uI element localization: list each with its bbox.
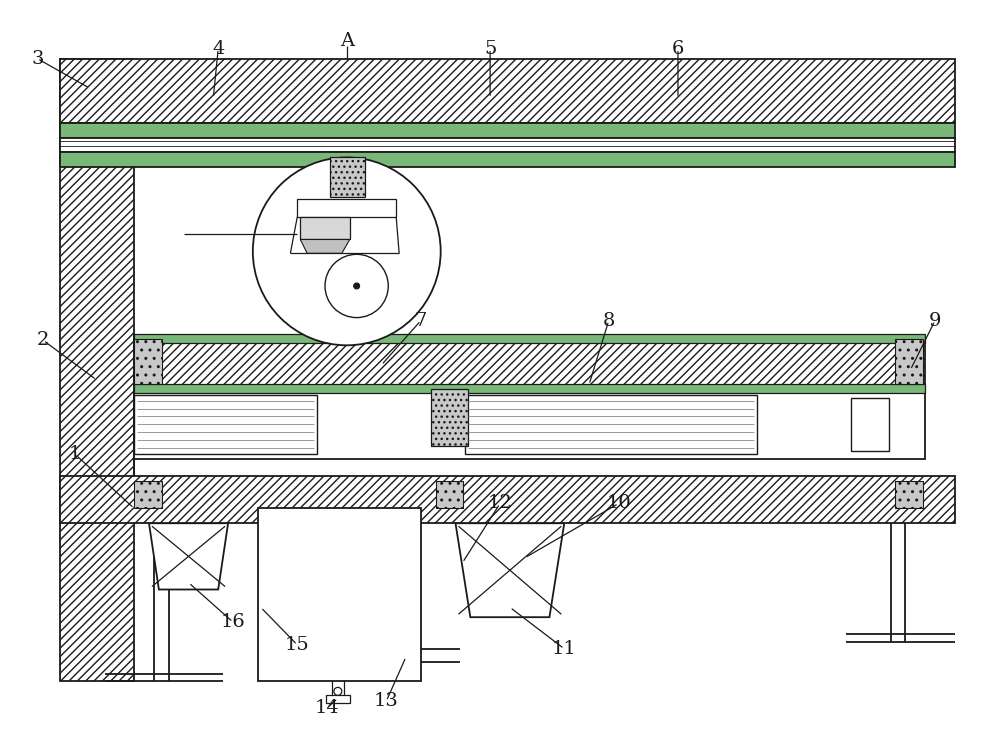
Polygon shape bbox=[456, 523, 564, 617]
Text: 6: 6 bbox=[672, 40, 684, 58]
Text: 16: 16 bbox=[221, 613, 245, 631]
Text: 11: 11 bbox=[552, 640, 577, 658]
Bar bbox=[436, 481, 463, 508]
Bar bbox=[134, 390, 925, 459]
Bar bbox=[60, 138, 955, 152]
Circle shape bbox=[334, 687, 342, 696]
Text: 12: 12 bbox=[488, 494, 512, 513]
Polygon shape bbox=[149, 523, 228, 590]
Polygon shape bbox=[300, 240, 350, 253]
Bar bbox=[297, 199, 396, 217]
Bar bbox=[60, 58, 134, 682]
Bar bbox=[134, 481, 162, 508]
Bar bbox=[332, 679, 344, 699]
Bar bbox=[330, 158, 365, 197]
Bar bbox=[895, 340, 923, 384]
Circle shape bbox=[354, 283, 360, 289]
Bar bbox=[300, 217, 350, 240]
Text: 9: 9 bbox=[929, 312, 941, 329]
Bar bbox=[60, 123, 955, 138]
Bar bbox=[465, 394, 757, 454]
Bar bbox=[134, 340, 162, 384]
Text: 5: 5 bbox=[484, 40, 496, 58]
Bar bbox=[60, 476, 955, 523]
Circle shape bbox=[325, 255, 388, 317]
Bar bbox=[134, 343, 925, 385]
Text: 8: 8 bbox=[603, 312, 615, 329]
Bar bbox=[134, 394, 317, 454]
Bar bbox=[431, 388, 468, 446]
Text: 4: 4 bbox=[212, 40, 224, 58]
Bar bbox=[134, 334, 925, 343]
Text: 7: 7 bbox=[415, 312, 427, 329]
Bar bbox=[134, 384, 925, 393]
Text: 15: 15 bbox=[285, 636, 310, 654]
Text: 10: 10 bbox=[606, 494, 631, 513]
Bar bbox=[326, 696, 350, 703]
Text: A: A bbox=[340, 32, 354, 50]
Text: 3: 3 bbox=[31, 50, 44, 67]
Text: 2: 2 bbox=[37, 332, 49, 349]
Bar bbox=[851, 397, 889, 451]
Bar bbox=[60, 152, 955, 167]
Text: 1: 1 bbox=[69, 445, 81, 463]
Bar bbox=[258, 508, 421, 682]
Bar bbox=[895, 481, 923, 508]
Circle shape bbox=[253, 158, 441, 346]
Text: 14: 14 bbox=[315, 699, 339, 717]
Bar bbox=[60, 58, 955, 123]
Text: 13: 13 bbox=[374, 692, 399, 710]
